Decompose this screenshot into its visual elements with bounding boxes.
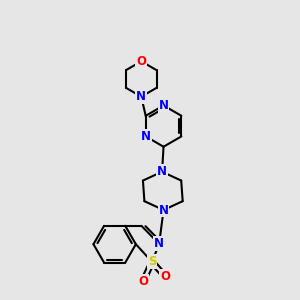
Text: N: N: [158, 203, 169, 217]
Text: N: N: [158, 99, 169, 112]
Text: N: N: [157, 165, 167, 178]
Text: N: N: [136, 90, 146, 103]
Text: O: O: [138, 274, 148, 287]
Text: S: S: [148, 255, 156, 268]
Text: N: N: [154, 237, 164, 250]
Text: O: O: [160, 270, 170, 283]
Text: N: N: [141, 130, 151, 143]
Text: O: O: [136, 55, 146, 68]
